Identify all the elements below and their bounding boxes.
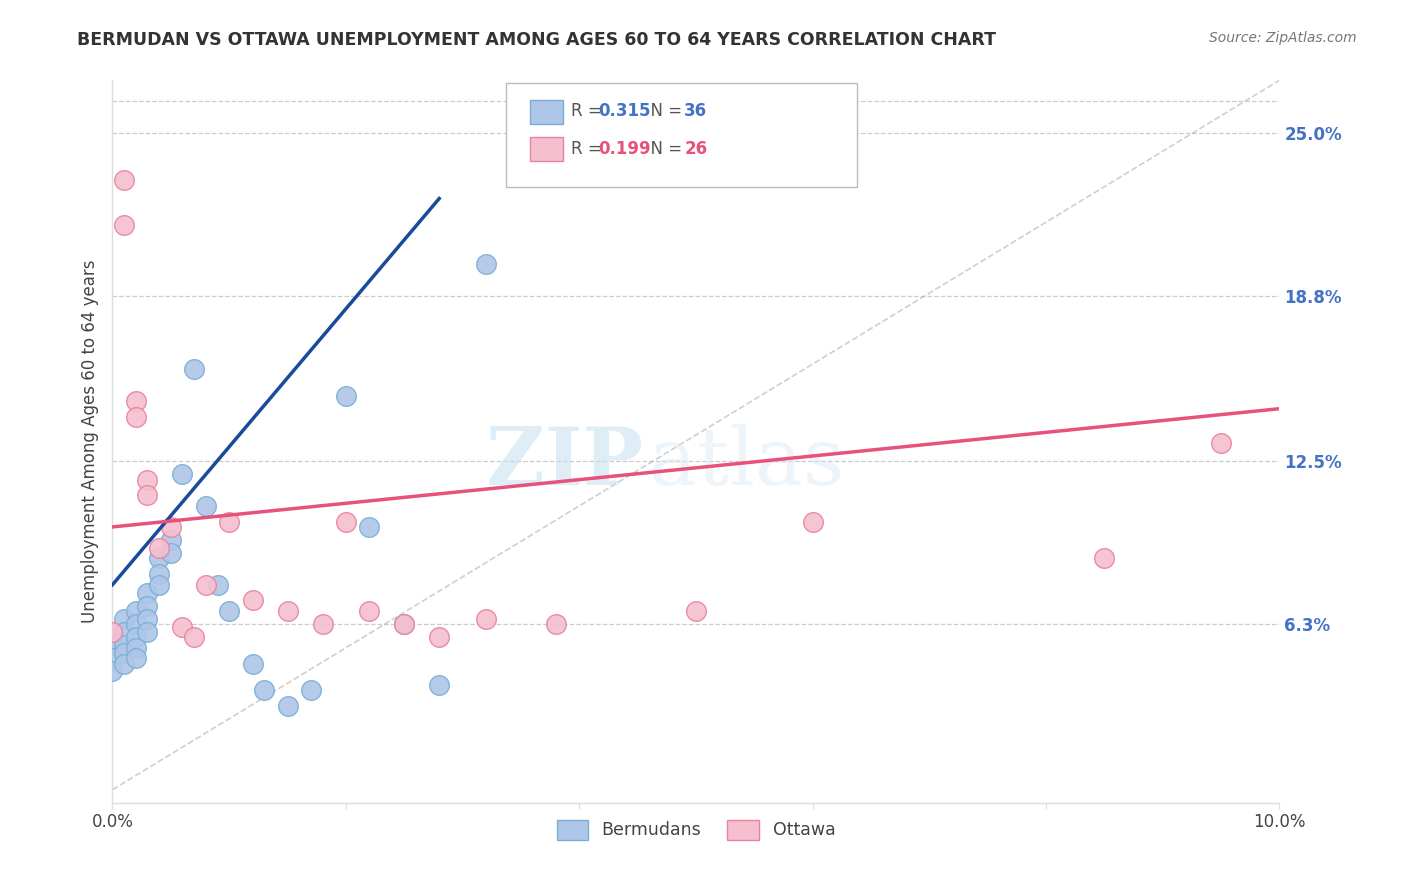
Point [194, 578, 217, 592]
Text: BERMUDAN VS OTTAWA UNEMPLOYMENT AMONG AGES 60 TO 64 YEARS CORRELATION CHART: BERMUDAN VS OTTAWA UNEMPLOYMENT AMONG AG… [77, 31, 997, 49]
Point [1094, 551, 1116, 566]
Point [172, 467, 194, 482]
Point [253, 682, 276, 697]
Point [101, 665, 124, 679]
Point [242, 657, 264, 671]
Point [218, 515, 240, 529]
Point [136, 599, 159, 613]
Point [112, 612, 135, 626]
Point [475, 612, 498, 626]
Point [125, 409, 148, 424]
Point [242, 593, 264, 607]
Text: 0.199: 0.199 [598, 140, 651, 158]
Point [160, 546, 183, 560]
FancyBboxPatch shape [530, 137, 562, 161]
Text: Source: ZipAtlas.com: Source: ZipAtlas.com [1209, 31, 1357, 45]
Text: atlas: atlas [650, 425, 845, 502]
Point [136, 488, 159, 502]
Point [335, 388, 357, 402]
Point [101, 638, 124, 652]
Point [299, 682, 322, 697]
Point [125, 604, 148, 618]
Y-axis label: Unemployment Among Ages 60 to 64 years: Unemployment Among Ages 60 to 64 years [80, 260, 98, 624]
Point [276, 698, 298, 713]
Legend: Bermudans, Ottawa: Bermudans, Ottawa [548, 811, 844, 848]
Point [160, 520, 183, 534]
Text: R =: R = [571, 102, 607, 120]
Point [136, 473, 159, 487]
Point [427, 677, 450, 691]
Point [218, 604, 240, 618]
Point [125, 640, 148, 655]
Text: 0.315: 0.315 [598, 102, 651, 120]
FancyBboxPatch shape [506, 83, 858, 187]
Point [125, 393, 148, 408]
FancyBboxPatch shape [530, 100, 562, 124]
Point [160, 533, 183, 547]
Point [148, 578, 170, 592]
Point [112, 638, 135, 652]
Text: N =: N = [640, 140, 688, 158]
Point [101, 651, 124, 665]
Point [112, 173, 135, 187]
Text: ZIP: ZIP [486, 425, 644, 502]
Point [183, 630, 205, 644]
Point [148, 541, 170, 555]
Point [125, 617, 148, 632]
Point [125, 651, 148, 665]
Text: 26: 26 [685, 140, 707, 158]
Point [172, 620, 194, 634]
Point [394, 617, 416, 632]
Point [335, 515, 357, 529]
Point [136, 625, 159, 640]
Point [544, 617, 567, 632]
Point [112, 657, 135, 671]
Point [207, 578, 229, 592]
Point [359, 604, 381, 618]
Point [112, 646, 135, 660]
Point [183, 362, 205, 376]
Point [1209, 435, 1232, 450]
Point [112, 625, 135, 640]
Point [148, 551, 170, 566]
Point [125, 630, 148, 644]
Point [359, 520, 381, 534]
Point [136, 585, 159, 599]
Text: R =: R = [571, 140, 607, 158]
Point [194, 499, 217, 513]
Point [394, 617, 416, 632]
Point [311, 617, 333, 632]
Point [101, 625, 124, 640]
Point [136, 612, 159, 626]
Text: N =: N = [640, 102, 688, 120]
Text: 36: 36 [685, 102, 707, 120]
Point [112, 218, 135, 232]
Point [801, 515, 824, 529]
Point [475, 257, 498, 271]
Point [148, 567, 170, 582]
Point [427, 630, 450, 644]
Point [685, 604, 707, 618]
Point [276, 604, 298, 618]
